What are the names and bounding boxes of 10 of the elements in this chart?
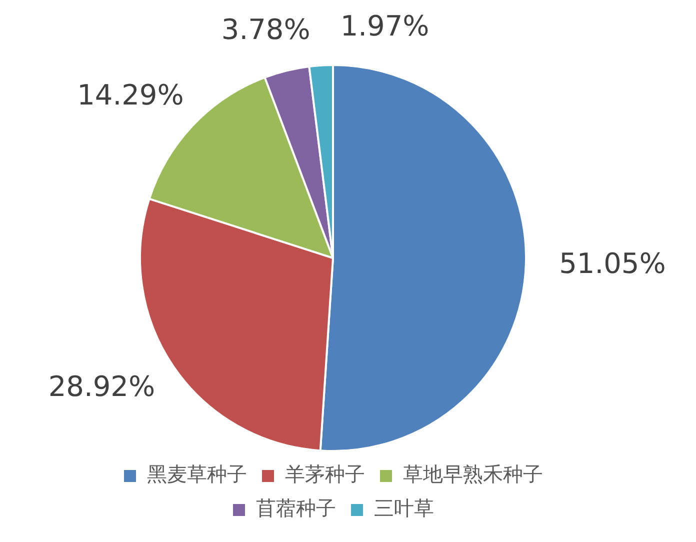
legend-label: 黑麦草种子 [147, 462, 247, 486]
legend-label: 草地早熟禾种子 [403, 462, 543, 486]
data-label: 14.29% [77, 78, 184, 112]
legend-label: 苜蓿种子 [256, 496, 336, 520]
data-label: 51.05% [559, 246, 666, 280]
data-label: 28.92% [48, 370, 156, 404]
legend-label: 羊茅种子 [285, 462, 365, 486]
legend-label: 三叶草 [374, 496, 434, 520]
data-label: 1.97% [340, 9, 430, 42]
data-label: 3.78% [221, 13, 310, 46]
